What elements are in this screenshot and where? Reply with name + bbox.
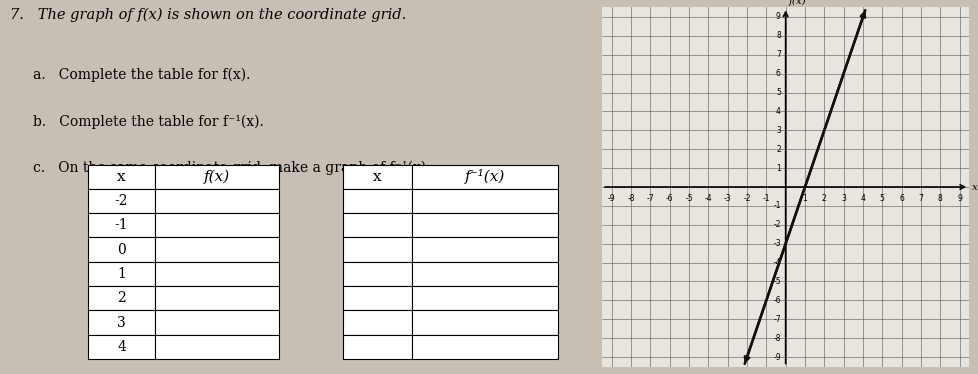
Bar bbox=[88, 310, 155, 335]
Text: 1: 1 bbox=[776, 163, 780, 173]
Text: -6: -6 bbox=[665, 194, 673, 203]
Bar bbox=[155, 335, 279, 359]
Bar bbox=[411, 262, 557, 286]
Text: 7.   The graph of f(x) is shown on the coordinate grid.: 7. The graph of f(x) is shown on the coo… bbox=[10, 7, 406, 22]
Bar bbox=[342, 165, 411, 189]
Text: -6: -6 bbox=[773, 296, 780, 305]
Text: 2: 2 bbox=[822, 194, 825, 203]
Bar bbox=[411, 335, 557, 359]
Text: 4: 4 bbox=[776, 107, 780, 116]
Text: 6: 6 bbox=[898, 194, 903, 203]
Bar bbox=[342, 286, 411, 310]
Bar bbox=[155, 189, 279, 213]
Text: -3: -3 bbox=[773, 239, 780, 248]
Bar bbox=[88, 165, 155, 189]
Text: 5: 5 bbox=[776, 88, 780, 97]
Bar bbox=[88, 213, 155, 237]
Text: -7: -7 bbox=[773, 315, 780, 324]
Text: 8: 8 bbox=[937, 194, 942, 203]
Text: f⁻¹(x): f⁻¹(x) bbox=[465, 169, 505, 184]
Text: 3: 3 bbox=[117, 316, 126, 329]
Bar bbox=[411, 213, 557, 237]
Text: -2: -2 bbox=[773, 220, 780, 229]
Text: -4: -4 bbox=[773, 258, 780, 267]
Text: x: x bbox=[117, 170, 126, 184]
Text: f(x): f(x) bbox=[203, 169, 230, 184]
Text: 8: 8 bbox=[776, 31, 780, 40]
Text: 0: 0 bbox=[117, 243, 126, 257]
Text: -1: -1 bbox=[762, 194, 770, 203]
Text: 5: 5 bbox=[879, 194, 884, 203]
Bar bbox=[155, 262, 279, 286]
Bar bbox=[411, 310, 557, 335]
Text: 4: 4 bbox=[860, 194, 865, 203]
Bar bbox=[88, 189, 155, 213]
Bar bbox=[342, 262, 411, 286]
Bar bbox=[155, 237, 279, 262]
Bar bbox=[88, 286, 155, 310]
Text: -7: -7 bbox=[645, 194, 653, 203]
Text: 2: 2 bbox=[117, 291, 126, 305]
Bar bbox=[411, 286, 557, 310]
Text: -1: -1 bbox=[773, 201, 780, 211]
Bar bbox=[342, 237, 411, 262]
Text: 1: 1 bbox=[117, 267, 126, 281]
Bar bbox=[342, 213, 411, 237]
Text: 4: 4 bbox=[117, 340, 126, 354]
Text: f(x): f(x) bbox=[787, 0, 806, 6]
Text: -2: -2 bbox=[742, 194, 750, 203]
Text: 7: 7 bbox=[776, 50, 780, 59]
Text: c.   On the same coordinate grid, make a graph of f⁻¹(x).: c. On the same coordinate grid, make a g… bbox=[33, 160, 430, 175]
Text: -9: -9 bbox=[773, 353, 780, 362]
Text: 7: 7 bbox=[917, 194, 922, 203]
Text: 9: 9 bbox=[776, 12, 780, 21]
Text: -8: -8 bbox=[773, 334, 780, 343]
Bar bbox=[342, 310, 411, 335]
Bar bbox=[155, 165, 279, 189]
Bar bbox=[411, 189, 557, 213]
Bar bbox=[342, 189, 411, 213]
Bar bbox=[411, 237, 557, 262]
Text: -2: -2 bbox=[114, 194, 128, 208]
Text: -3: -3 bbox=[723, 194, 731, 203]
Text: 2: 2 bbox=[776, 145, 780, 154]
Bar bbox=[411, 165, 557, 189]
Bar bbox=[88, 262, 155, 286]
Text: a.   Complete the table for f(x).: a. Complete the table for f(x). bbox=[33, 68, 250, 82]
Text: -5: -5 bbox=[773, 277, 780, 286]
Text: 3: 3 bbox=[776, 126, 780, 135]
Text: -4: -4 bbox=[704, 194, 711, 203]
Text: 1: 1 bbox=[802, 194, 807, 203]
Text: -5: -5 bbox=[685, 194, 692, 203]
Bar bbox=[88, 237, 155, 262]
Bar bbox=[155, 310, 279, 335]
Text: x: x bbox=[373, 170, 381, 184]
Text: -1: -1 bbox=[114, 218, 128, 232]
Text: 3: 3 bbox=[840, 194, 845, 203]
Text: -9: -9 bbox=[607, 194, 615, 203]
Text: 6: 6 bbox=[776, 69, 780, 78]
Bar bbox=[342, 335, 411, 359]
Text: b.   Complete the table for f⁻¹(x).: b. Complete the table for f⁻¹(x). bbox=[33, 114, 264, 129]
Bar bbox=[155, 213, 279, 237]
Text: 9: 9 bbox=[956, 194, 961, 203]
Text: x: x bbox=[971, 183, 977, 191]
Bar bbox=[155, 286, 279, 310]
Text: -8: -8 bbox=[627, 194, 634, 203]
Bar bbox=[88, 335, 155, 359]
